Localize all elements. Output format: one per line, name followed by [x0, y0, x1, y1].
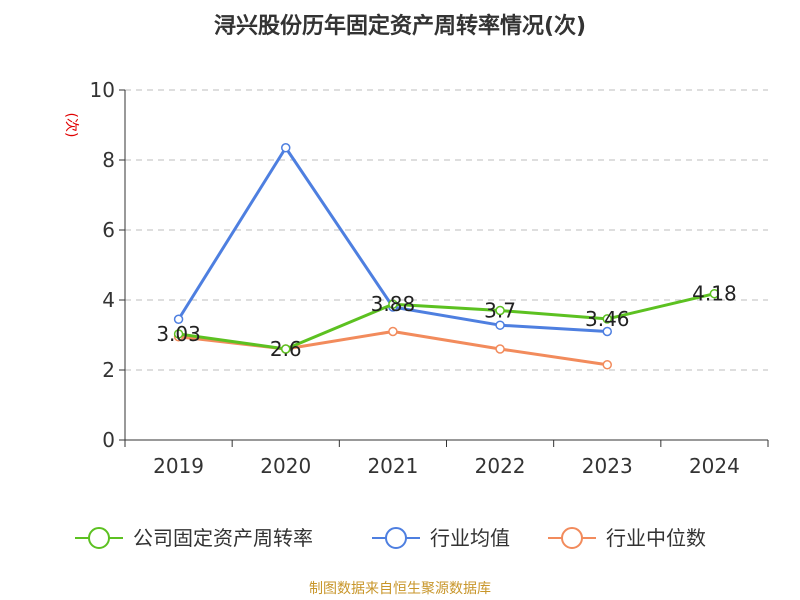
avg-point [281, 143, 291, 153]
company-point [388, 299, 398, 309]
axes: 0 2 4 6 8 10 2019 2020 2021 2022 2023 2024 [90, 78, 769, 478]
x-tick-label: 2020 [260, 454, 311, 478]
y-tick-label: 10 [90, 78, 115, 102]
data-label: 3.7 [484, 299, 516, 323]
avg-point [602, 326, 612, 337]
grid-lines [125, 89, 768, 371]
legend-marker [561, 527, 583, 549]
median-point [602, 360, 612, 370]
avg-point [173, 314, 184, 324]
legend-marker [385, 527, 407, 549]
x-tick-label: 2023 [582, 454, 633, 478]
y-tick-label: 2 [102, 358, 115, 382]
legend: 公司固定资产周转率 行业均值 行业中位数 [75, 526, 706, 550]
y-tick-label: 0 [102, 428, 115, 452]
company-point [173, 329, 184, 339]
legend-label: 行业均值 [430, 526, 510, 550]
company-point [495, 305, 505, 316]
data-label: 3.46 [585, 307, 630, 331]
median-line [178, 330, 608, 367]
company-point [709, 288, 720, 299]
company-point [602, 314, 612, 324]
x-tick-label: 2024 [689, 454, 740, 478]
y-tick-label: 6 [102, 218, 115, 242]
x-tick-label: 2019 [153, 454, 204, 478]
median-point [495, 344, 505, 354]
y-tick-label: 4 [102, 288, 115, 312]
data-labels: 3.03 2.6 3.88 3.7 3.46 4.18 [156, 282, 736, 361]
series [173, 143, 720, 370]
data-label: 3.88 [371, 292, 416, 316]
y-axis-label: (次) [63, 113, 79, 138]
source-note: 制图数据来自恒生聚源数据库 [309, 581, 491, 597]
legend-marker [88, 527, 110, 549]
x-tick-label: 2021 [367, 454, 418, 478]
company-point [281, 344, 291, 354]
data-label: 2.6 [270, 337, 302, 361]
avg-point [495, 320, 505, 330]
data-label: 4.18 [692, 282, 737, 306]
chart-title: 浔兴股份历年固定资产周转率情况(次) [213, 14, 587, 39]
y-tick-label: 8 [102, 148, 115, 172]
data-label: 3.03 [156, 322, 201, 346]
legend-label: 公司固定资产周转率 [133, 526, 313, 550]
median-point [388, 326, 398, 337]
x-tick-label: 2022 [475, 454, 526, 478]
company-line [178, 292, 715, 351]
legend-label: 行业中位数 [606, 526, 706, 550]
